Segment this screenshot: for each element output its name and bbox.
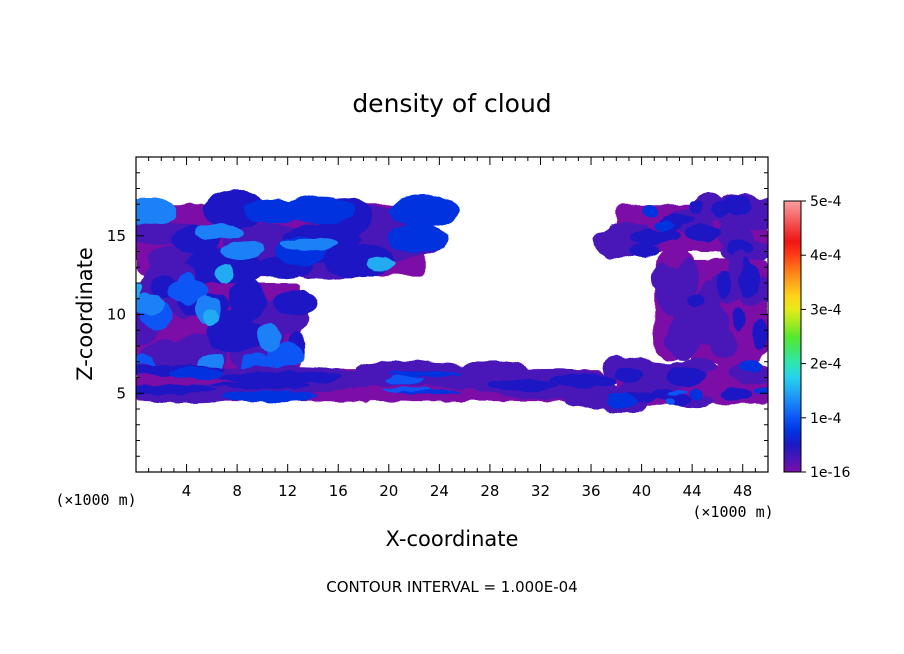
density-cell xyxy=(267,343,305,369)
density-cell xyxy=(709,330,739,358)
density-cell xyxy=(387,371,462,377)
contour-interval-note: CONTOUR INTERVAL = 1.000E-04 xyxy=(326,578,577,596)
x-tick-label: 44 xyxy=(683,482,702,500)
density-cell xyxy=(716,270,731,299)
density-cell xyxy=(136,293,165,316)
density-cell xyxy=(668,389,688,395)
density-cell xyxy=(366,257,396,272)
density-cell xyxy=(684,223,721,242)
density-cell xyxy=(696,281,720,326)
x-tick-label: 4 xyxy=(182,482,192,500)
density-cell xyxy=(727,238,753,256)
density-cell xyxy=(550,373,620,388)
density-cell xyxy=(742,256,753,282)
density-cell xyxy=(642,204,659,218)
density-cell xyxy=(723,195,752,215)
x-tick-label: 16 xyxy=(329,482,348,500)
y-tick-label: 15 xyxy=(107,227,126,245)
x-tick-label: 40 xyxy=(632,482,651,500)
density-cell xyxy=(665,367,705,387)
density-cell xyxy=(228,277,267,323)
density-cell xyxy=(628,243,661,258)
x-unit-right: (×1000 m) xyxy=(692,503,773,521)
density-cell xyxy=(655,220,673,231)
density-cell xyxy=(689,387,704,401)
density-cell xyxy=(256,322,281,352)
x-axis-label: X-coordinate xyxy=(386,527,519,551)
density-cell xyxy=(220,242,265,259)
density-cell xyxy=(650,263,674,293)
y-tick-label: 10 xyxy=(107,306,126,324)
colorbar-label: 5e-4 xyxy=(810,194,842,210)
density-cell xyxy=(278,237,338,251)
density-cell xyxy=(272,291,318,316)
x-tick-label: 24 xyxy=(430,482,449,500)
x-tick-label: 36 xyxy=(581,482,600,500)
density-cell xyxy=(606,392,638,409)
x-tick-label: 32 xyxy=(531,482,550,500)
density-cell xyxy=(136,283,143,298)
y-axis-ticks: 5 10 15 xyxy=(107,172,768,457)
density-cell xyxy=(614,367,644,383)
colorbar-labels: 5e-4 4e-4 3e-4 2e-4 1e-4 1e-16 xyxy=(801,194,850,481)
density-cell xyxy=(656,230,681,241)
density-cell xyxy=(177,271,198,307)
x-axis-ticks: 4 8 12 16 20 24 28 32 36 40 44 48 xyxy=(148,157,756,500)
x-tick-label: 12 xyxy=(278,482,297,500)
density-cell xyxy=(721,386,753,401)
y-tick-label: 5 xyxy=(116,384,126,402)
colorbar-label: 3e-4 xyxy=(810,302,842,318)
density-cell xyxy=(136,384,216,395)
density-cell xyxy=(136,197,179,226)
colorbar-label: 2e-4 xyxy=(810,357,842,373)
colorbar-label: 1e-16 xyxy=(810,465,850,481)
density-cell xyxy=(388,195,460,227)
colorbar xyxy=(783,200,802,473)
colorbar-label: 4e-4 xyxy=(810,248,842,264)
colorbar-label: 1e-4 xyxy=(810,411,842,427)
x-tick-label: 20 xyxy=(379,482,398,500)
density-cell xyxy=(686,293,704,307)
chart-title: density of cloud xyxy=(352,89,551,118)
density-field xyxy=(136,189,768,414)
density-cell xyxy=(667,317,698,361)
density-cell xyxy=(220,371,344,385)
density-cell xyxy=(387,224,450,254)
density-cell xyxy=(669,271,696,301)
density-cell xyxy=(223,390,318,403)
density-cell xyxy=(486,379,559,391)
density-cell xyxy=(381,387,432,392)
density-cell xyxy=(385,375,422,385)
x-tick-label: 48 xyxy=(733,482,752,500)
density-cell xyxy=(726,213,748,225)
density-cell xyxy=(752,319,768,350)
density-cell xyxy=(204,308,219,327)
density-cell xyxy=(689,199,703,214)
density-cell xyxy=(206,310,258,355)
density-cell xyxy=(732,305,745,331)
density-cell xyxy=(284,196,356,225)
density-cell xyxy=(168,367,225,380)
y-axis-label: Z-coordinate xyxy=(73,247,97,381)
density-cell xyxy=(194,224,245,240)
density-cell xyxy=(215,264,235,284)
density-cell xyxy=(739,359,764,372)
x-unit-left: (×1000 m) xyxy=(55,491,136,509)
x-tick-label: 28 xyxy=(480,482,499,500)
x-tick-label: 8 xyxy=(232,482,242,500)
density-cell xyxy=(665,397,677,405)
